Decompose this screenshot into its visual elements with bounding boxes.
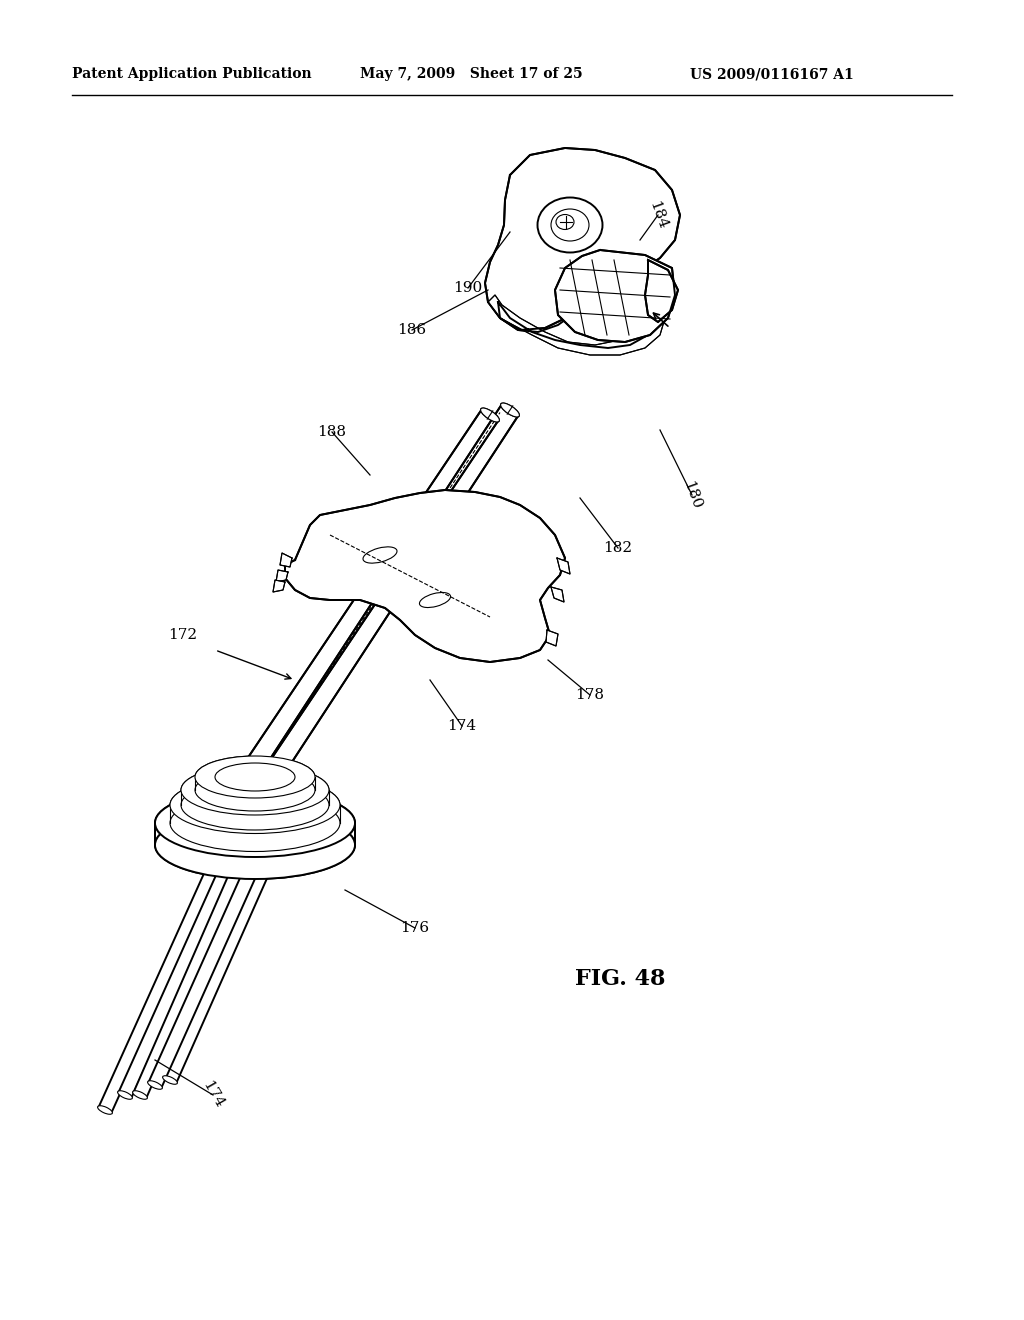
Text: 172: 172 bbox=[168, 628, 198, 642]
Ellipse shape bbox=[170, 776, 340, 833]
Polygon shape bbox=[498, 272, 658, 348]
Text: Patent Application Publication: Patent Application Publication bbox=[72, 67, 311, 81]
Polygon shape bbox=[557, 558, 570, 574]
Ellipse shape bbox=[215, 763, 295, 791]
Ellipse shape bbox=[155, 810, 355, 879]
Ellipse shape bbox=[480, 408, 500, 422]
Ellipse shape bbox=[181, 766, 329, 814]
Ellipse shape bbox=[170, 795, 340, 851]
Ellipse shape bbox=[236, 774, 254, 787]
Text: May 7, 2009   Sheet 17 of 25: May 7, 2009 Sheet 17 of 25 bbox=[360, 67, 583, 81]
Ellipse shape bbox=[195, 770, 315, 810]
Ellipse shape bbox=[501, 403, 519, 417]
Polygon shape bbox=[133, 845, 254, 1098]
Ellipse shape bbox=[256, 777, 274, 792]
Polygon shape bbox=[645, 260, 678, 322]
Polygon shape bbox=[276, 570, 288, 582]
Text: 174: 174 bbox=[200, 1078, 226, 1111]
Text: 178: 178 bbox=[575, 688, 604, 702]
Ellipse shape bbox=[170, 776, 340, 833]
Ellipse shape bbox=[155, 789, 355, 857]
Polygon shape bbox=[257, 404, 518, 791]
Ellipse shape bbox=[155, 789, 355, 857]
Ellipse shape bbox=[420, 593, 451, 607]
Text: 174: 174 bbox=[447, 719, 476, 733]
Ellipse shape bbox=[170, 795, 340, 851]
Polygon shape bbox=[285, 490, 565, 663]
Ellipse shape bbox=[538, 198, 602, 252]
Text: 188: 188 bbox=[317, 425, 346, 440]
Polygon shape bbox=[551, 587, 564, 602]
Polygon shape bbox=[485, 148, 680, 333]
Polygon shape bbox=[148, 843, 268, 1088]
Text: US 2009/0116167 A1: US 2009/0116167 A1 bbox=[690, 67, 854, 81]
Ellipse shape bbox=[501, 403, 519, 417]
Text: FIG. 48: FIG. 48 bbox=[574, 968, 666, 990]
Ellipse shape bbox=[155, 810, 355, 879]
Ellipse shape bbox=[256, 777, 274, 792]
Ellipse shape bbox=[181, 766, 329, 814]
Ellipse shape bbox=[147, 1081, 163, 1089]
Ellipse shape bbox=[215, 763, 295, 791]
Ellipse shape bbox=[362, 546, 397, 564]
Polygon shape bbox=[546, 630, 558, 645]
Ellipse shape bbox=[118, 1090, 132, 1100]
Polygon shape bbox=[98, 853, 226, 1113]
Ellipse shape bbox=[195, 756, 315, 799]
Text: 184: 184 bbox=[646, 199, 670, 231]
Ellipse shape bbox=[97, 1106, 113, 1114]
Ellipse shape bbox=[132, 1090, 147, 1100]
Ellipse shape bbox=[181, 780, 329, 830]
Ellipse shape bbox=[195, 756, 315, 799]
Polygon shape bbox=[119, 847, 242, 1098]
Ellipse shape bbox=[480, 408, 500, 422]
Text: 190: 190 bbox=[454, 281, 482, 294]
Polygon shape bbox=[164, 840, 282, 1082]
Polygon shape bbox=[273, 579, 285, 591]
Text: 186: 186 bbox=[397, 323, 427, 337]
Ellipse shape bbox=[556, 214, 574, 230]
Ellipse shape bbox=[551, 209, 589, 242]
Polygon shape bbox=[488, 290, 665, 355]
Polygon shape bbox=[237, 409, 499, 785]
Text: 176: 176 bbox=[400, 921, 429, 935]
Ellipse shape bbox=[236, 774, 254, 787]
Ellipse shape bbox=[195, 770, 315, 810]
Text: 182: 182 bbox=[603, 541, 633, 554]
Text: 180: 180 bbox=[680, 479, 703, 511]
Polygon shape bbox=[555, 249, 675, 342]
Ellipse shape bbox=[163, 1076, 177, 1084]
Ellipse shape bbox=[181, 780, 329, 830]
Polygon shape bbox=[280, 553, 292, 568]
